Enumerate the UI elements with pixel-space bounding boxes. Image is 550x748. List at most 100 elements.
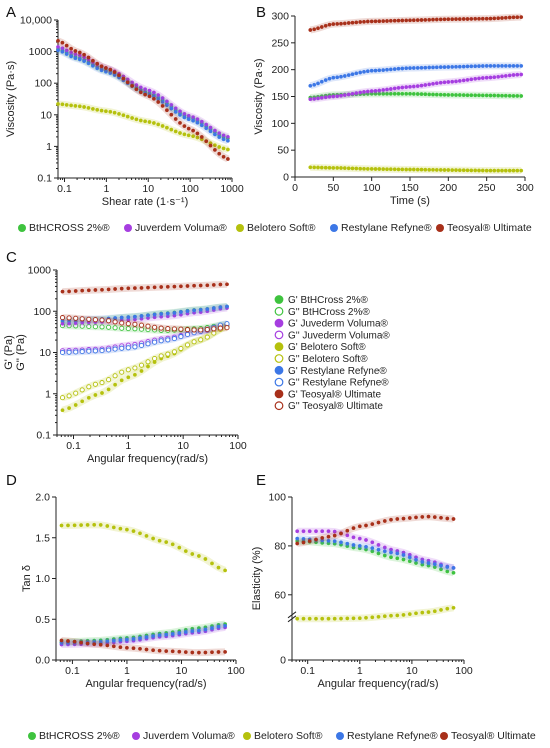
data-point <box>130 84 135 88</box>
data-point <box>461 93 466 98</box>
data-point <box>86 395 91 400</box>
data-point <box>442 92 447 97</box>
data-point <box>432 609 437 614</box>
data-point <box>480 93 485 98</box>
data-point <box>515 72 520 77</box>
data-point <box>119 369 125 375</box>
data-point <box>420 560 425 564</box>
data-point <box>169 112 174 117</box>
data-point <box>117 73 121 78</box>
data-point <box>507 93 512 98</box>
data-point <box>351 535 356 540</box>
data-point <box>56 48 60 53</box>
data-point <box>312 97 317 101</box>
data-point <box>119 315 124 320</box>
data-point <box>400 18 405 23</box>
data-point <box>382 549 387 554</box>
data-point <box>434 17 439 22</box>
data-point <box>316 165 320 170</box>
y-tick-label: 0.0 <box>35 655 50 667</box>
data-point <box>112 373 118 379</box>
data-point <box>480 16 485 21</box>
data-point <box>178 121 182 125</box>
data-point <box>79 349 85 355</box>
data-point <box>92 317 98 323</box>
panel-letter: B <box>256 4 266 21</box>
data-point <box>171 349 177 355</box>
data-point <box>454 79 458 84</box>
data-point <box>358 70 363 75</box>
data-point <box>225 157 230 161</box>
data-point <box>492 93 497 98</box>
data-point <box>164 99 169 104</box>
data-point <box>119 286 124 291</box>
legend-label: G' Belotero Soft® <box>288 342 366 353</box>
x-tick-label: 10 <box>177 440 189 452</box>
data-point <box>377 167 382 171</box>
data-point <box>184 327 191 333</box>
data-point <box>157 633 162 638</box>
legend-marker <box>274 377 284 387</box>
data-point <box>91 58 95 63</box>
y-axis-label: Elasticity (%) <box>251 547 263 611</box>
data-point <box>92 642 97 647</box>
data-point <box>98 642 103 647</box>
data-point <box>496 74 501 79</box>
data-point <box>339 93 343 98</box>
data-point <box>60 289 65 294</box>
data-point <box>66 349 72 355</box>
series-belotero <box>308 163 524 175</box>
data-point <box>79 640 84 645</box>
data-point <box>503 15 508 20</box>
data-point <box>173 110 178 114</box>
data-point <box>480 168 485 173</box>
data-point <box>146 285 150 290</box>
data-point <box>143 92 148 97</box>
data-point <box>138 646 142 651</box>
data-point <box>126 286 131 291</box>
data-point <box>381 91 386 96</box>
data-point <box>73 403 78 407</box>
data-point <box>118 645 123 650</box>
data-point <box>67 406 72 410</box>
data-point <box>169 127 174 132</box>
data-point <box>395 556 400 561</box>
data-point <box>190 650 195 655</box>
data-point <box>152 355 158 362</box>
data-point <box>420 610 425 615</box>
data-point <box>511 64 516 68</box>
data-point <box>426 561 431 565</box>
data-point <box>105 524 110 528</box>
data-point <box>157 648 162 653</box>
data-point <box>362 166 366 171</box>
data-point <box>427 17 432 22</box>
series-belotero <box>56 100 230 153</box>
data-point <box>454 168 458 173</box>
data-point <box>112 325 118 331</box>
data-point <box>160 100 165 104</box>
data-point <box>73 390 79 396</box>
data-point <box>191 134 196 139</box>
data-point <box>156 100 161 104</box>
data-point <box>388 167 393 172</box>
data-point <box>346 166 351 171</box>
data-point <box>203 627 208 632</box>
data-point <box>445 606 450 611</box>
data-point <box>346 21 351 25</box>
x-tick-label: 0.1 <box>66 440 81 452</box>
data-point <box>99 108 104 113</box>
series-restylane <box>308 62 524 90</box>
y-axis-label: Tan δ <box>21 565 33 592</box>
data-point <box>438 80 443 85</box>
data-point <box>316 96 320 101</box>
data-point <box>212 143 217 148</box>
data-point <box>112 346 118 352</box>
data-point <box>323 23 328 28</box>
data-point <box>451 605 456 610</box>
data-point <box>134 117 139 122</box>
data-point <box>377 68 382 73</box>
data-point <box>208 125 213 130</box>
data-point <box>457 17 462 21</box>
data-point <box>507 73 512 78</box>
